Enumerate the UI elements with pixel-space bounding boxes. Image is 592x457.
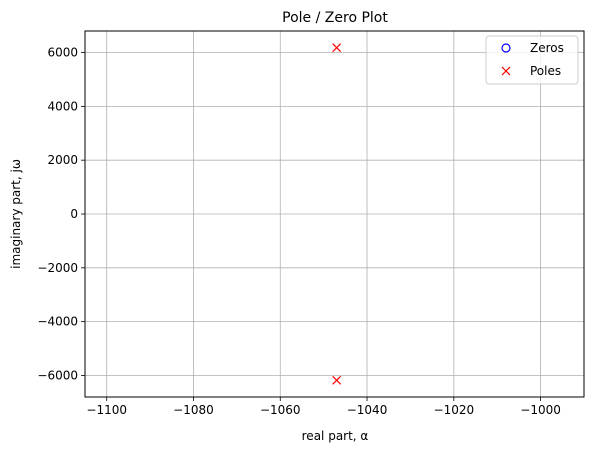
x-axis-label: real part, α — [302, 429, 369, 443]
x-tick-label: −1100 — [86, 403, 127, 417]
x-tick-label: −1060 — [260, 403, 301, 417]
points-layer — [332, 43, 342, 385]
legend-poles-label: Poles — [530, 64, 561, 78]
x-tick-label: −1040 — [347, 403, 388, 417]
legend-frame — [485, 35, 579, 85]
y-axis-label: imaginary part, jω — [9, 159, 23, 269]
x-tick-label: −1020 — [434, 403, 475, 417]
pole-marker — [332, 43, 342, 53]
grid-layer — [85, 31, 584, 397]
y-tick-label: 0 — [70, 207, 78, 221]
y-tick-label: 2000 — [47, 153, 78, 167]
y-tick-label: 4000 — [47, 99, 78, 113]
x-axis-ticks: −1100 −1080 −1060 −1040 −1020 −1000 — [86, 397, 561, 417]
pole-marker — [332, 375, 342, 385]
chart-title: Pole / Zero Plot — [282, 10, 388, 26]
legend-zeros-marker — [501, 43, 511, 53]
y-tick-label: 6000 — [47, 46, 78, 60]
legend-zeros-label: Zeros — [530, 41, 564, 55]
x-tick-label: −1080 — [173, 403, 214, 417]
legend-poles-marker — [501, 66, 511, 76]
legend: Zeros Poles — [485, 35, 579, 85]
x-tick-label: −1000 — [520, 403, 561, 417]
y-axis-ticks: −6000 −4000 −2000 0 2000 4000 6000 — [37, 46, 85, 382]
y-tick-label: −4000 — [37, 315, 78, 329]
marker-stroke — [332, 43, 342, 53]
y-tick-label: −2000 — [37, 261, 78, 275]
marker-stroke — [332, 375, 342, 385]
y-tick-label: −6000 — [37, 368, 78, 382]
